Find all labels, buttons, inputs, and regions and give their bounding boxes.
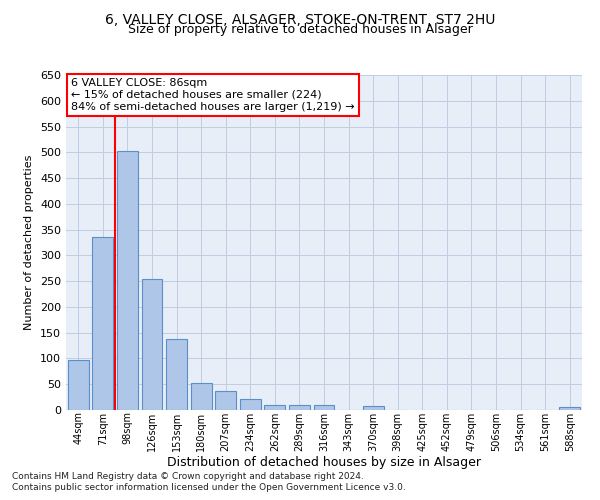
Text: Size of property relative to detached houses in Alsager: Size of property relative to detached ho… (128, 22, 472, 36)
Bar (117, 151, 138, 410)
Bar (289, 405, 310, 410)
Bar (265, 405, 286, 410)
Y-axis label: Number of detached properties: Number of detached properties (25, 155, 34, 330)
Bar (166, 339, 187, 410)
X-axis label: Distribution of detached houses by size in Alsager: Distribution of detached houses by size … (167, 456, 481, 469)
Bar (362, 406, 383, 410)
Bar (142, 278, 163, 410)
Bar (559, 407, 580, 410)
Bar (92, 238, 113, 410)
Text: Contains HM Land Registry data © Crown copyright and database right 2024.: Contains HM Land Registry data © Crown c… (12, 472, 364, 481)
Bar (215, 391, 236, 410)
Text: 6 VALLEY CLOSE: 86sqm
← 15% of detached houses are smaller (224)
84% of semi-det: 6 VALLEY CLOSE: 86sqm ← 15% of detached … (71, 78, 355, 112)
Bar (240, 399, 261, 410)
Bar (191, 382, 212, 410)
Bar (68, 360, 89, 410)
Text: 6, VALLEY CLOSE, ALSAGER, STOKE-ON-TRENT, ST7 2HU: 6, VALLEY CLOSE, ALSAGER, STOKE-ON-TRENT… (105, 12, 495, 26)
Text: Contains public sector information licensed under the Open Government Licence v3: Contains public sector information licen… (12, 484, 406, 492)
Bar (314, 405, 334, 410)
